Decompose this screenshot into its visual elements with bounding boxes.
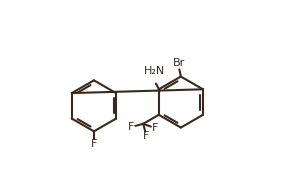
Text: H₂N: H₂N xyxy=(143,66,165,76)
Text: F: F xyxy=(152,123,158,133)
Text: F: F xyxy=(128,122,135,132)
Text: F: F xyxy=(91,139,97,149)
Text: Br: Br xyxy=(173,58,185,68)
Text: F: F xyxy=(143,131,149,141)
